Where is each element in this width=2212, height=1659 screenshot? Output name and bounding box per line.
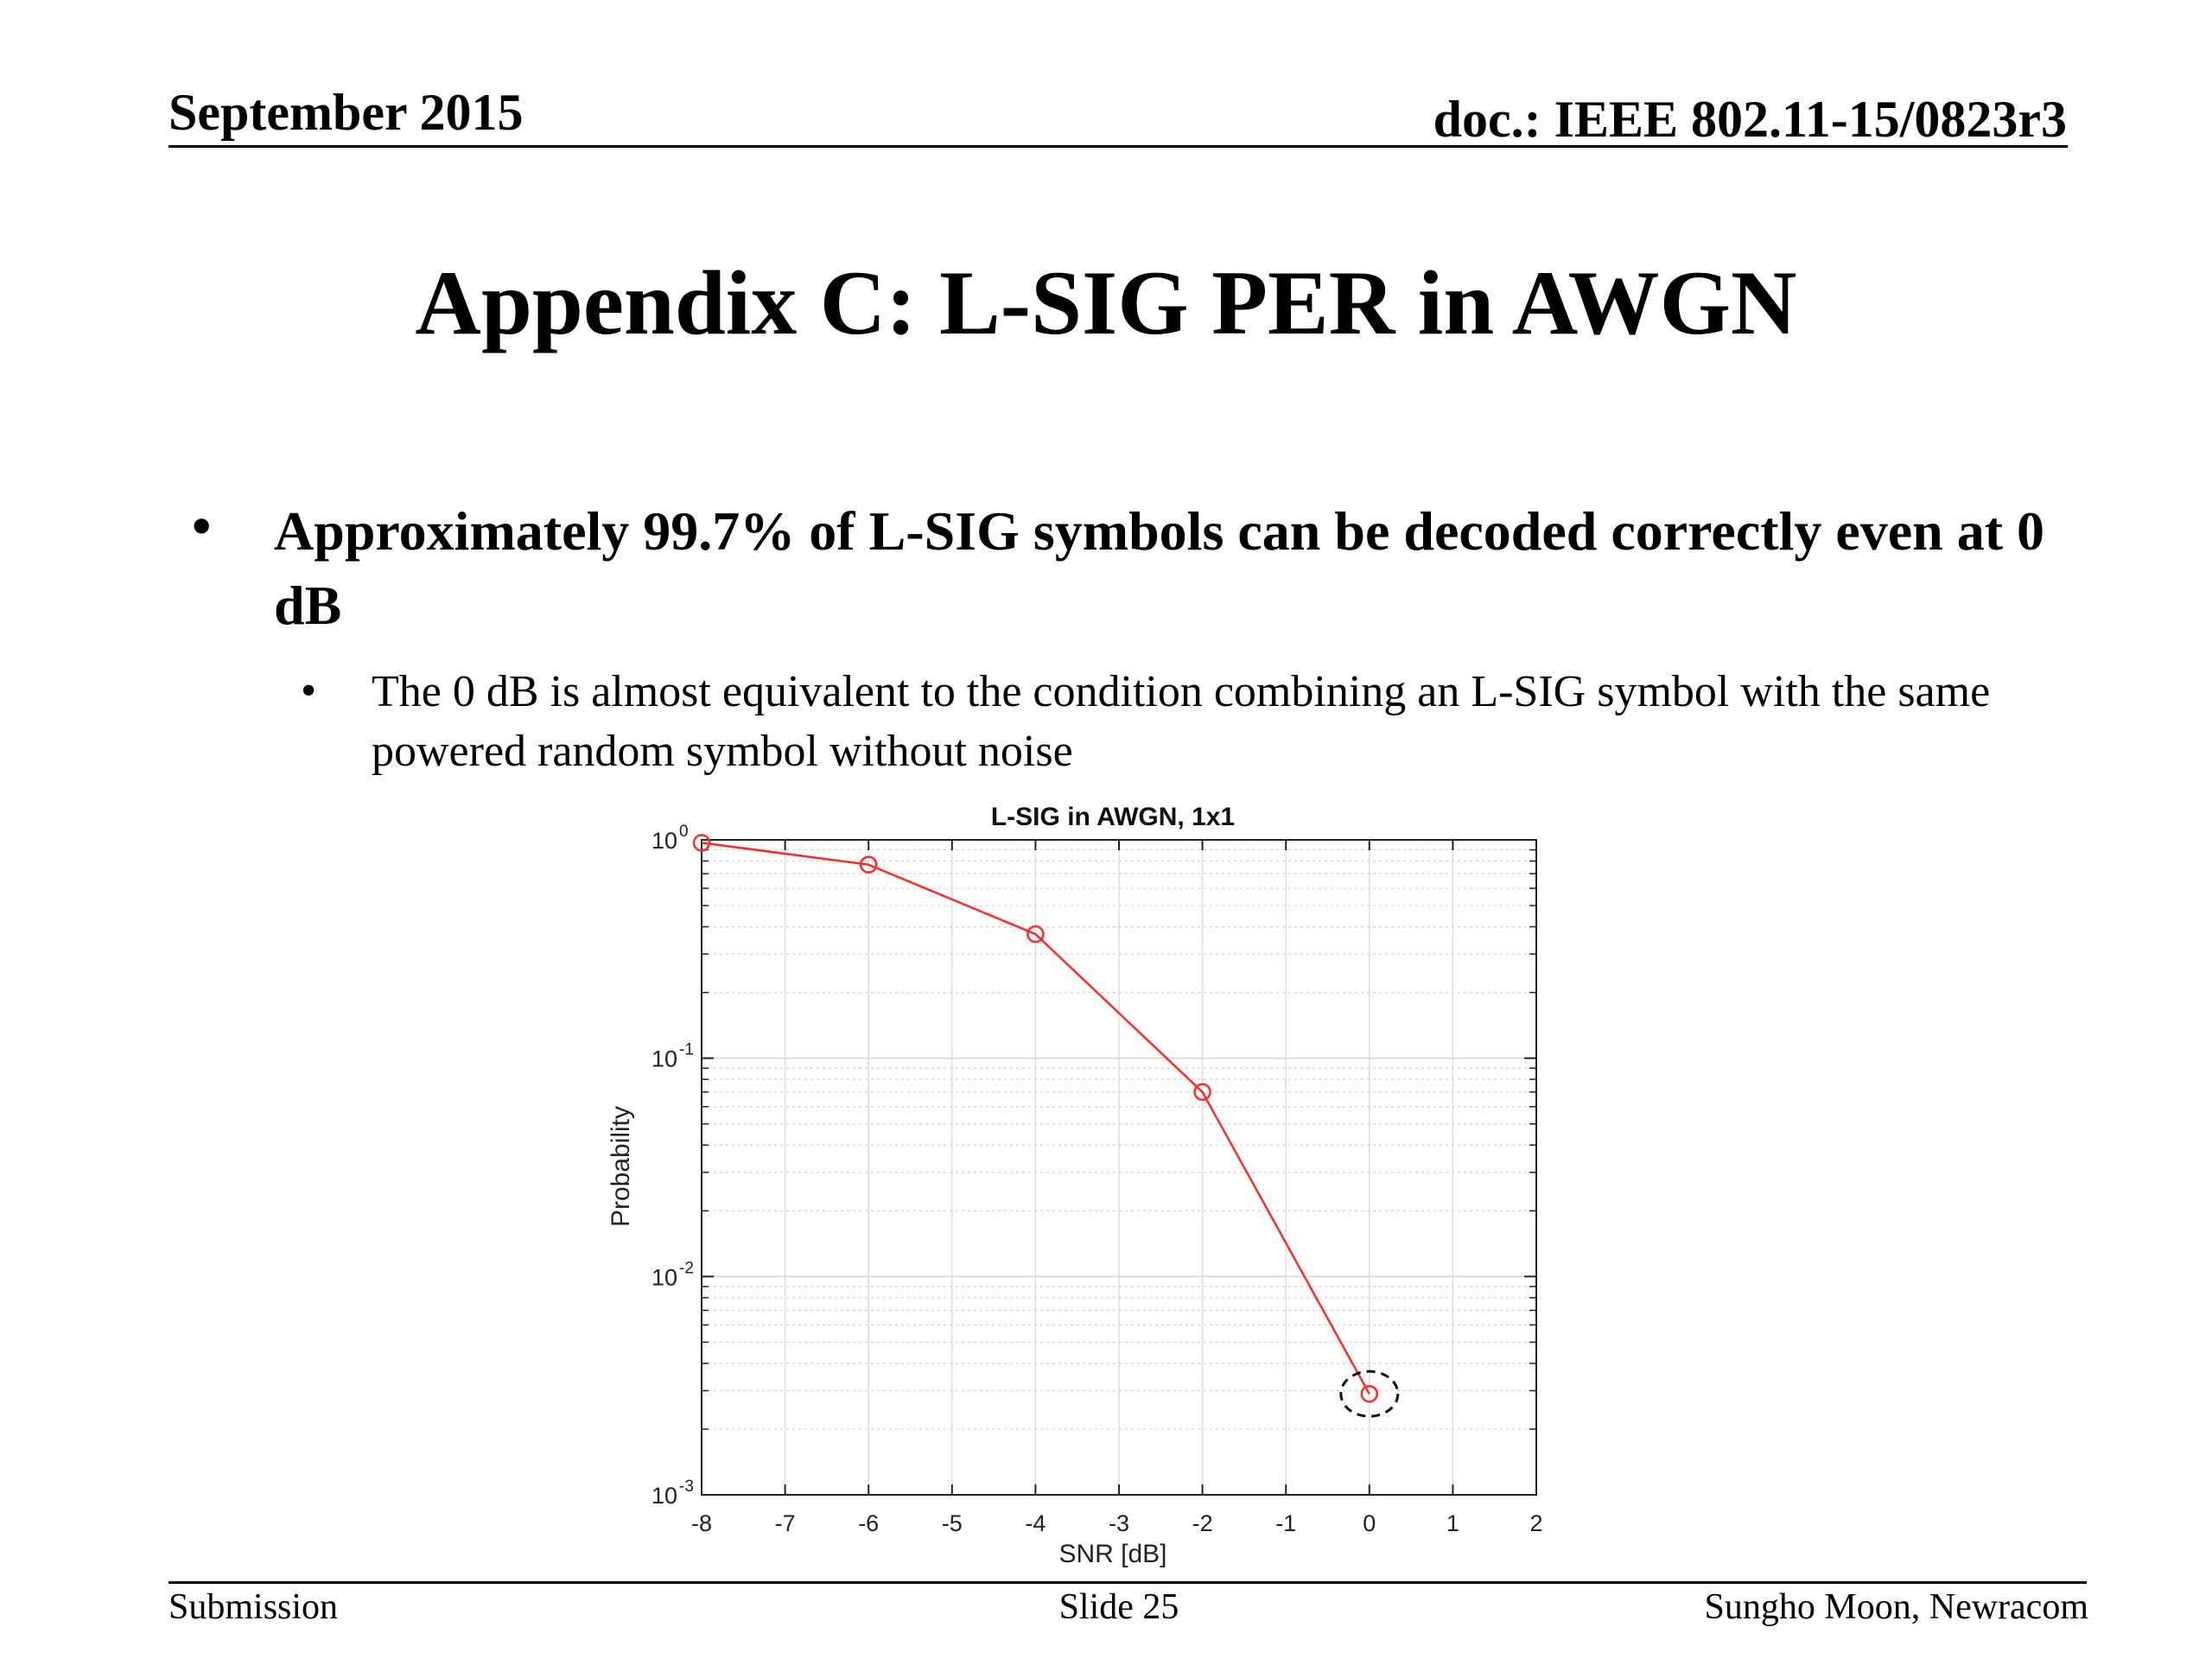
footer-author: Sungho Moon, Newracom (1704, 1587, 2088, 1627)
series-markers (692, 834, 1379, 1403)
bullet-main-text: Approximately 99.7% of L-SIG symbols can… (274, 500, 2045, 636)
x-tick-label: 2 (1529, 1510, 1542, 1536)
x-tick-label: -6 (858, 1510, 879, 1536)
header-divider (168, 145, 2068, 148)
y-tick-exponent: -1 (679, 1041, 694, 1059)
header-doc-id: doc.: IEEE 802.11-15/0823r3 (1433, 91, 2067, 148)
bullet-marker-main: • (192, 495, 212, 556)
chart-title: L-SIG in AWGN, 1x1 (991, 803, 1235, 831)
y-tick-label: 10 (652, 1483, 677, 1509)
series-line (701, 842, 1370, 1395)
bullet-sub-text: The 0 dB is almost equivalent to the con… (372, 667, 1991, 776)
chart-ticks (701, 839, 1537, 1496)
x-tick-label: -4 (1025, 1510, 1046, 1536)
y-tick-label: 10 (652, 828, 677, 854)
x-tick-label: -5 (942, 1510, 963, 1536)
header-date: September 2015 (168, 84, 524, 141)
x-tick-label: -7 (775, 1510, 796, 1536)
x-tick-label: -1 (1275, 1510, 1296, 1536)
data-point-marker (1027, 925, 1045, 944)
x-tick-label: 1 (1446, 1510, 1459, 1536)
data-point-marker (1360, 1384, 1379, 1403)
y-tick-exponent: -3 (679, 1478, 694, 1496)
x-tick-labels: -8 -7 -6 -5 -4 -3 -2 -1 0 1 2 (691, 1510, 1543, 1536)
y-axis-label: Probability (607, 1106, 635, 1227)
chart-grid (702, 840, 1536, 1495)
footer-submission: Submission (168, 1587, 339, 1627)
x-tick-label: -2 (1192, 1510, 1213, 1536)
data-point-marker (692, 834, 711, 852)
footer-divider (168, 1581, 2087, 1584)
y-tick-label: 10 (652, 1046, 677, 1072)
y-tick-label: 10 (652, 1264, 677, 1290)
x-tick-label: 0 (1363, 1510, 1376, 1536)
footer-slide-number: Slide 25 (1058, 1587, 1179, 1627)
x-tick-label: -3 (1109, 1510, 1129, 1536)
slide-title: Appendix C: L-SIG PER in AWGN (415, 252, 1797, 353)
data-point-marker (859, 855, 878, 874)
bullet-marker-sub: • (301, 666, 317, 715)
y-tick-exponent: -2 (679, 1259, 694, 1277)
data-point-marker (1193, 1083, 1211, 1102)
x-axis-label: SNR [dB] (1058, 1540, 1166, 1568)
x-tick-label: -8 (691, 1510, 712, 1536)
y-tick-exponent: 0 (679, 823, 689, 841)
annotation-dashed-circle (1339, 1370, 1400, 1418)
